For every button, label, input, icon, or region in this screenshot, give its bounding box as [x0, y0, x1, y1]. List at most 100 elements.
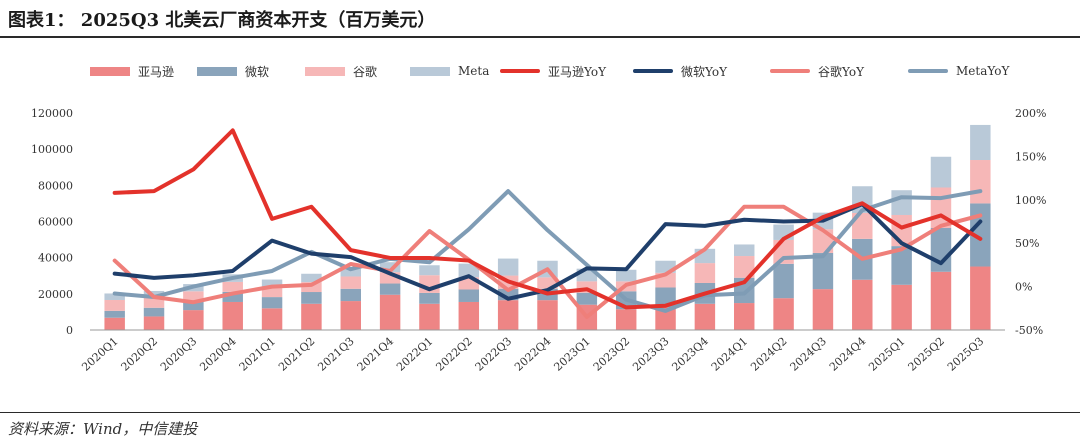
right-axis-tick-label: 100%: [1015, 194, 1046, 207]
title-bar: 图表1： 2025Q3 北美云厂商资本开支（百万美元）: [0, 0, 1080, 38]
bar-0-2023Q2: [615, 309, 637, 330]
category-label: 2025Q3: [945, 335, 986, 374]
bar-0-2022Q1: [419, 303, 440, 330]
bar-2-2021Q1: [261, 287, 283, 298]
bar-1-2020Q3: [183, 301, 204, 311]
bar-0-2024Q2: [773, 298, 794, 330]
bar-2-2020Q4: [222, 281, 243, 292]
category-label: 2023Q3: [630, 335, 671, 374]
left-axis-tick-label: 120000: [31, 107, 73, 120]
bar-1-2021Q3: [340, 288, 361, 302]
bar-0-2024Q3: [812, 289, 834, 330]
category-label: 2024Q2: [748, 335, 789, 374]
category-label: 2025Q2: [906, 335, 947, 374]
bar-0-2022Q2: [458, 301, 480, 330]
line-series-group: [112, 128, 983, 319]
legend-item-2: 谷歌: [305, 60, 377, 82]
bar-3-2024Q1: [734, 244, 755, 257]
yoy-line-2: [112, 204, 983, 319]
category-label: 2021Q3: [315, 335, 356, 374]
bar-1-2025Q3: [970, 203, 991, 267]
category-label: 2023Q1: [551, 335, 592, 374]
bar-2-2022Q4: [537, 277, 558, 289]
category-label: 2022Q4: [512, 335, 553, 374]
category-label: 2021Q2: [276, 335, 317, 374]
bar-3-2023Q2: [615, 269, 637, 282]
bar-3-2020Q1: [104, 293, 125, 300]
legend-item-5: 微软YoY: [633, 60, 727, 82]
bar-2-2023Q4: [694, 263, 716, 283]
bar-3-2022Q2: [458, 263, 480, 278]
chart-canvas: 0 20000 40000 60000 80000 100000 120000 -50% 0% 5…: [31, 107, 1046, 374]
category-label: 2023Q4: [669, 335, 710, 374]
bar-0-2021Q2: [301, 303, 322, 330]
category-label: 2022Q2: [433, 335, 474, 374]
bar-1-2021Q2: [301, 292, 322, 304]
category-label: 2020Q2: [119, 335, 160, 374]
legend-item-0: 亚马逊: [90, 60, 174, 82]
left-axis-tick-label: 20000: [38, 288, 73, 301]
bar-1-2021Q1: [261, 297, 283, 309]
category-label: 2022Q1: [394, 335, 435, 374]
bar-0-2020Q4: [222, 301, 243, 330]
left-axis-tick-label: 0: [66, 324, 73, 337]
bar-2-2020Q2: [143, 297, 165, 308]
legend-label: 亚马逊: [138, 64, 175, 79]
legend-swatch: [908, 69, 948, 73]
legend-swatch: [633, 69, 673, 73]
legend-swatch: [197, 66, 237, 76]
source-note: 资料来源：Wind，中信建投: [8, 420, 198, 438]
bar-3-2025Q1: [891, 190, 912, 215]
bar-1-2025Q1: [891, 246, 912, 285]
bar-1-2022Q2: [458, 289, 480, 302]
legend-label: MetaYoY: [956, 64, 1010, 78]
category-label: 2020Q3: [158, 335, 199, 374]
bar-0-2023Q3: [655, 307, 676, 330]
bar-0-2020Q3: [183, 310, 204, 330]
bar-2-2023Q1: [576, 281, 598, 293]
left-axis-tick-label: 100000: [31, 143, 73, 156]
legend-item-1: 微软: [197, 60, 269, 82]
right-axis-tick-label: -50%: [1015, 324, 1043, 337]
bar-0-2022Q4: [537, 300, 558, 330]
category-label: 2024Q1: [709, 335, 750, 374]
legend-item-3: Meta: [410, 60, 489, 82]
chart-legend: 亚马逊 微软 谷歌 Meta 亚马逊YoY 微软YoY 谷歌YoY MetaYoY: [90, 60, 1070, 82]
bar-2-2020Q1: [104, 299, 125, 311]
bar-2-2021Q4: [379, 272, 401, 284]
legend-item-6: 谷歌YoY: [770, 60, 864, 82]
category-label: 2021Q4: [355, 335, 396, 374]
yoy-line-0: [112, 128, 983, 310]
bar-1-2025Q2: [930, 228, 952, 272]
bar-0-2021Q1: [261, 308, 283, 330]
yoy-line-1: [112, 202, 983, 301]
right-axis-tick-label: 0%: [1015, 281, 1032, 294]
bar-0-2025Q3: [970, 266, 991, 330]
legend-swatch: [90, 66, 130, 76]
left-axis-tick-label: 40000: [38, 252, 73, 265]
legend-label: 谷歌YoY: [818, 64, 865, 79]
footer-divider: [0, 412, 1080, 413]
bar-3-2025Q2: [930, 156, 952, 188]
right-axis-tick-label: 200%: [1015, 107, 1046, 120]
category-label: 2025Q1: [866, 335, 907, 374]
bar-3-2021Q4: [379, 262, 401, 273]
chart-title: 图表1： 2025Q3 北美云厂商资本开支（百万美元）: [8, 10, 436, 31]
bar-3-2021Q1: [261, 279, 283, 288]
bar-3-2025Q3: [970, 124, 991, 161]
bar-0-2020Q2: [143, 316, 165, 330]
category-label: 2023Q2: [591, 335, 632, 374]
legend-swatch: [305, 66, 345, 76]
bar-2-2021Q3: [340, 276, 361, 289]
bar-2-2025Q3: [970, 160, 991, 204]
bar-0-2024Q4: [852, 279, 873, 330]
bar-1-2024Q3: [812, 252, 834, 290]
category-label: 2024Q4: [827, 335, 868, 374]
legend-label: 微软YoY: [681, 64, 728, 79]
category-label: 2021Q1: [237, 335, 278, 374]
right-axis-tick-label: 50%: [1015, 237, 1039, 250]
bar-1-2023Q1: [576, 292, 598, 305]
category-label: 2020Q1: [79, 335, 120, 374]
legend-item-7: MetaYoY: [908, 60, 1009, 82]
legend-label: 亚马逊YoY: [548, 64, 607, 79]
